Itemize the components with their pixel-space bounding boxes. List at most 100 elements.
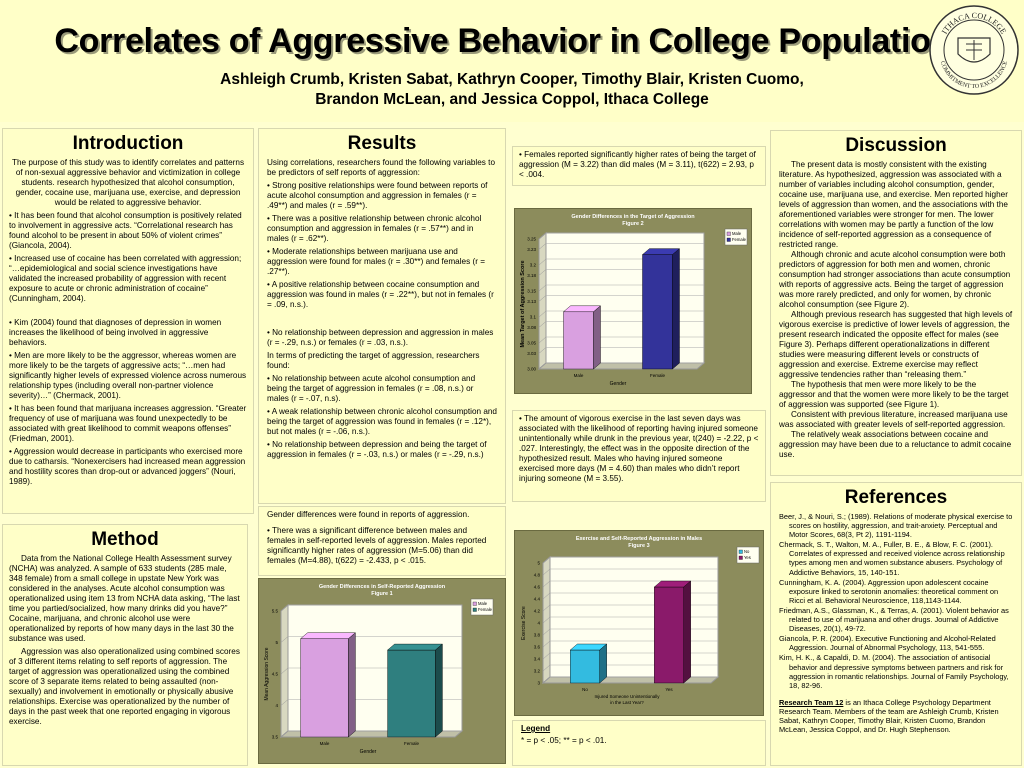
authors-line-2: Brandon McLean, and Jessica Coppol, Itha… (315, 91, 709, 108)
legend-panel: Legend * = p < .05; ** = p < .01. (512, 720, 766, 766)
fig2-grid-side-8 (538, 258, 547, 266)
research-team-note: Research Team 12 is an Ithaca College Ps… (779, 698, 1013, 734)
fig3-bar-side-0 (599, 643, 607, 684)
fig3-subtitle: Figure 3 (628, 543, 649, 549)
fig1-legend-swatch-0 (472, 601, 477, 606)
fig3-grid-side-10 (542, 556, 551, 564)
fig3-grid-side-9 (542, 568, 551, 576)
results-bullet-exercise: • The amount of vigorous exercise in the… (519, 414, 759, 483)
fig2-legend-swatch-0 (726, 231, 731, 236)
fig1-ytick-0: 3.5 (272, 735, 279, 740)
results-bullet-gender-difference: • There was a significant difference bet… (267, 526, 487, 565)
fig2-ytick-10: 3.25 (527, 237, 536, 242)
results-bullet-chronic-alcohol: • There was a positive relationship betw… (267, 214, 482, 243)
method-title: Method (91, 529, 159, 550)
discussion-paragraph-1: The present data is mostly consistent wi… (779, 160, 1008, 249)
fig1-ytick-4: 5.5 (272, 609, 279, 614)
fig2-ytick-3: 3.08 (527, 325, 536, 330)
fig2-xtick-0: Male (574, 373, 584, 378)
fig3-grid-side-8 (542, 580, 551, 588)
figure-1-chart: Gender Differences in Self-Reported Aggr… (258, 578, 506, 764)
fig2-title: Gender Differences in the Target of Aggr… (571, 214, 695, 220)
results-panel: Results Using correlations, researchers … (258, 128, 506, 504)
figure-3-chart: Exercise and Self-Reported Aggression in… (514, 530, 764, 716)
fig2-ytick-6: 3.15 (527, 289, 536, 294)
fig2-bar-side-1 (672, 248, 680, 370)
results-bullet-depression: • No relationship between depression and… (267, 328, 494, 347)
fig2-legend-swatch-1 (726, 237, 731, 242)
fig3-xtick-0: No (582, 687, 588, 692)
reference-4: Friedman, A.S., Glassman, K., & Terras, … (779, 605, 1009, 634)
discussion-paragraph-5: Consistent with previous literature, inc… (779, 410, 1008, 429)
fig3-legend-swatch-1 (738, 555, 743, 560)
discussion-paragraph-4: The hypothesis that men were more likely… (779, 380, 1009, 409)
fig3-ytick-2: 3.4 (534, 657, 541, 662)
fig1-bar-top-1 (387, 643, 443, 651)
intro-bullet-alcohol: • It has been found that alcohol consump… (9, 211, 242, 250)
fig2-bar-side-0 (593, 305, 601, 370)
fig2-ytick-7: 3.18 (527, 273, 536, 278)
method-paragraph-1: Data from the National College Health As… (9, 554, 240, 643)
fig2-ylabel: Mean Target of Aggression Score (520, 260, 526, 347)
method-paragraph-2: Aggression was also operationalized usin… (9, 647, 240, 726)
poster-title: Correlates of Aggressive Behavior in Col… (54, 22, 970, 60)
fig3-grid-side-2 (542, 652, 551, 660)
fig1-grid-side-4 (280, 604, 289, 612)
reference-3: Cunningham, K. A. (2004). Aggression upo… (779, 577, 999, 605)
fig3-grid-side-1 (542, 664, 551, 672)
references-panel: References Beer, J., & Nouri, S.; (1989)… (770, 482, 1022, 766)
fig2-ytick-4: 3.1 (530, 315, 537, 320)
figure-1-svg: Gender Differences in Self-Reported Aggr… (264, 584, 494, 755)
discussion-paragraph-3: Although previous research has suggested… (779, 310, 1013, 379)
intro-bullet-gender: • Men are more likely to be the aggresso… (9, 351, 247, 400)
fig1-legend-swatch-1 (472, 607, 477, 612)
references-title: References (844, 487, 948, 508)
target-results-panel: • Females reported significantly higher … (512, 146, 766, 186)
intro-bullet-depression: • Kim (2004) found that diagnoses of dep… (9, 318, 222, 347)
method-panel: Method Data from the National College He… (2, 524, 248, 766)
fig3-bar-side-1 (683, 580, 691, 684)
fig3-ytick-9: 4.8 (534, 573, 541, 578)
fig2-subtitle: Figure 2 (622, 221, 643, 227)
discussion-title: Discussion (845, 135, 947, 156)
fig3-ytick-10: 5 (537, 561, 540, 566)
fig2-grid-side-10 (538, 232, 547, 240)
legend-text: * = p < .05; ** = p < .01. (521, 736, 607, 745)
fig1-grid-side-3 (280, 636, 289, 643)
fig3-ytick-4: 3.8 (534, 633, 541, 638)
fig3-ytick-1: 3.2 (534, 669, 541, 674)
fig1-legend-label-0: Male (478, 601, 488, 606)
fig1-bar-side-0 (348, 632, 356, 738)
intro-bullet-exercise: • Aggression would decrease in participa… (9, 447, 246, 486)
fig2-ytick-5: 3.13 (527, 299, 536, 304)
poster-header: Correlates of Aggressive Behavior in Col… (0, 0, 1024, 122)
authors-line-1: Ashleigh Crumb, Kristen Sabat, Kathryn C… (220, 71, 804, 88)
fig1-grid-side-2 (280, 667, 289, 675)
reference-5: Giancola, P. R. (2004). Executive Functi… (779, 634, 996, 653)
research-team-text: is an Ithaca College Psychology Departme… (779, 697, 999, 735)
fig2-xlabel: Gender (610, 381, 627, 387)
fig3-bar-no (570, 649, 600, 684)
fig3-grid-side-4 (542, 628, 551, 636)
fig3-ytick-5: 4 (537, 621, 540, 626)
fig1-xlabel: Gender (360, 749, 377, 755)
results-bullet-cocaine: • A positive relationship between cocain… (267, 280, 494, 309)
fig2-legend-label-1: Female (732, 237, 747, 242)
fig1-ytick-2: 4.5 (272, 672, 279, 677)
results-target-intro: In terms of predicting the target of agg… (267, 351, 480, 370)
fig1-xtick-1: Female (404, 741, 420, 746)
gender-results-panel: Gender differences were found in reports… (258, 506, 506, 576)
results-title: Results (347, 133, 417, 154)
intro-purpose: The purpose of this study was to identif… (11, 158, 245, 207)
fig1-ylabel: Mean Aggression Score (264, 647, 270, 700)
fig3-grid-side-3 (542, 640, 551, 648)
fig3-ytick-3: 3.6 (534, 645, 541, 650)
results-bullet-target-gender: • Females reported significantly higher … (519, 150, 756, 179)
legend-title: Legend (521, 724, 551, 733)
reference-2: Chermack, S. T., Walton, M. A., Fuller, … (779, 540, 1005, 577)
fig2-grid-side-1 (538, 347, 547, 354)
fig3-xlabel-0: Injured Someone Unintentionally (594, 694, 660, 699)
fig2-grid-side-2 (538, 336, 547, 344)
fig2-ytick-9: 3.23 (527, 247, 536, 252)
results-bullet-acute-alcohol: • Strong positive relationships were fou… (267, 181, 488, 210)
